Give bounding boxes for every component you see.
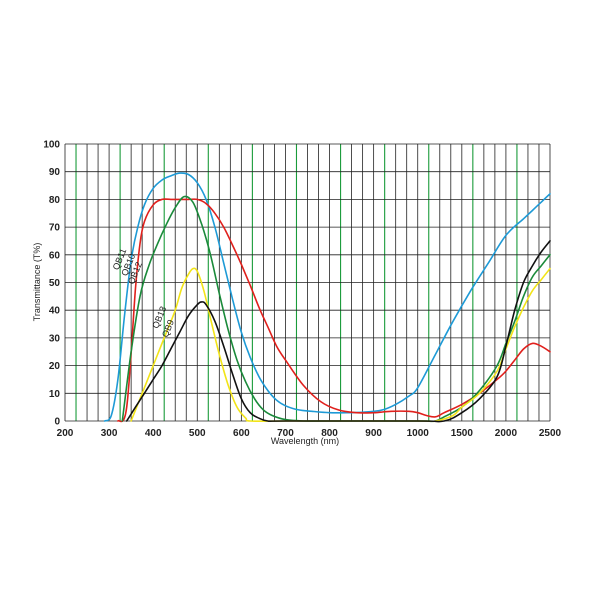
y-tick-label: 20 [49,361,61,372]
y-tick-label: 50 [49,278,61,289]
x-tick-label: 1000 [407,428,430,439]
y-axis-label: Transmittance (T%) [32,243,42,322]
x-tick-label: 800 [321,428,338,439]
y-tick-label: 100 [43,140,60,151]
x-tick-label: 600 [233,428,250,439]
y-tick-label: 70 [49,223,61,234]
x-tick-label: 700 [277,428,294,439]
y-tick-label: 60 [49,250,61,261]
x-tick-label: 2000 [495,428,518,439]
x-tick-label: 500 [189,428,206,439]
x-tick-label: 2500 [539,428,562,439]
y-tick-label: 10 [49,389,61,400]
x-tick-label: 900 [365,428,382,439]
x-tick-label: 1500 [451,428,474,439]
grid [64,143,551,422]
y-tick-label: 40 [49,306,61,317]
x-axis-label: Wavelength (nm) [271,436,339,446]
y-tick-label: 0 [54,417,60,428]
series-line-qb11 [103,172,551,422]
series-line-qb9 [125,240,551,423]
x-tick-label: 400 [145,428,162,439]
y-tick-label: 30 [49,333,61,344]
x-tick-label: 300 [101,428,118,439]
x-tick-label: 200 [57,428,74,439]
curves [103,172,551,423]
series-line-qb12 [121,195,551,423]
series-line-qb10 [117,198,551,423]
y-tick-label: 80 [49,195,61,206]
y-tick-label: 90 [49,167,61,178]
tick-labels: 200 300 400 500 600 700 800 900 1000 1500 2000 2500… [43,140,561,440]
